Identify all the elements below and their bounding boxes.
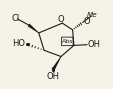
Text: Me: Me	[86, 12, 97, 18]
Text: HO: HO	[12, 39, 25, 48]
Text: Cl: Cl	[11, 14, 19, 23]
Text: Abs: Abs	[61, 39, 72, 44]
FancyBboxPatch shape	[61, 37, 72, 46]
Polygon shape	[27, 24, 39, 33]
Text: O: O	[83, 17, 89, 26]
Text: OH: OH	[46, 72, 59, 81]
Text: O: O	[57, 15, 64, 24]
Polygon shape	[51, 56, 61, 71]
Text: OH: OH	[87, 40, 100, 49]
